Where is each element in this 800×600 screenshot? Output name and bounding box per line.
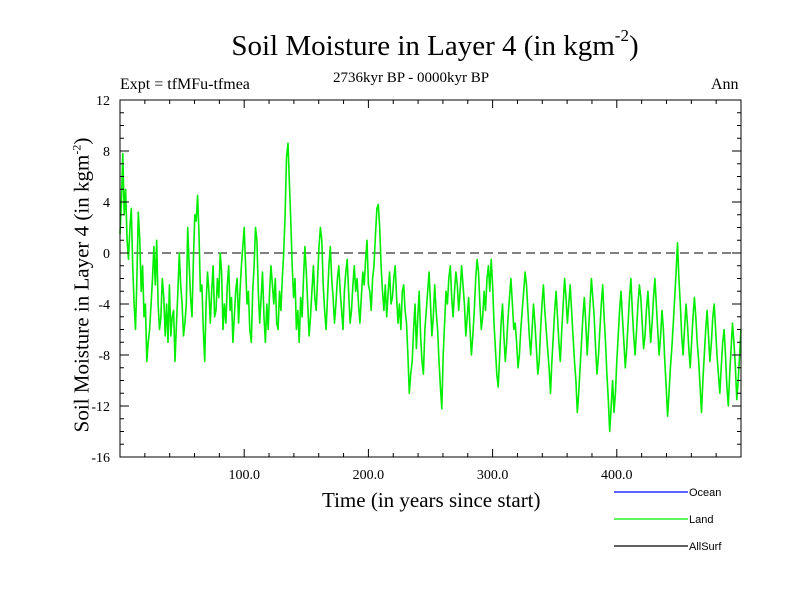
- y-tick-label: 8: [103, 145, 110, 160]
- y-tick-label: 0: [103, 247, 110, 262]
- y-tick-label: -8: [98, 349, 110, 364]
- experiment-label: Expt = tfMFu-tfmea: [120, 76, 250, 93]
- y-tick-label: 12: [96, 94, 110, 109]
- chart-title: Soil Moisture in Layer 4 (in kgm-2): [231, 26, 639, 62]
- legend-label-ocean: Ocean: [689, 487, 721, 499]
- x-tick-label: 100.0: [228, 468, 260, 483]
- x-tick-label: 400.0: [601, 468, 633, 483]
- y-tick-label: -12: [91, 400, 110, 415]
- legend-label-land: Land: [689, 514, 713, 526]
- period-label: 2736kyr BP - 0000kyr BP: [333, 70, 490, 86]
- season-label: Ann: [711, 76, 739, 93]
- series-line-land: [119, 142, 742, 433]
- x-tick-label: 200.0: [353, 468, 385, 483]
- y-tick-label: -4: [98, 298, 110, 313]
- y-tick-label: -16: [91, 451, 110, 466]
- x-tick-label: 300.0: [477, 468, 509, 483]
- legend-label-allsurf: AllSurf: [689, 541, 722, 553]
- x-axis-label: Time (in years since start): [322, 488, 541, 512]
- y-tick-label: 4: [103, 196, 110, 211]
